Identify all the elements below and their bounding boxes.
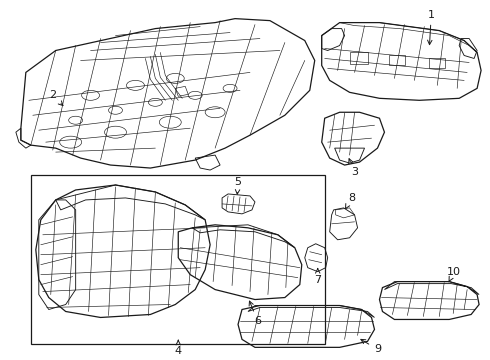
Text: 1: 1: [428, 10, 435, 45]
Text: 10: 10: [447, 267, 461, 282]
Text: 6: 6: [249, 301, 262, 327]
Text: 3: 3: [349, 159, 358, 177]
Text: 5: 5: [235, 177, 242, 194]
Text: 8: 8: [345, 193, 355, 208]
Text: 2: 2: [49, 90, 63, 105]
Text: 7: 7: [314, 269, 321, 285]
Text: 4: 4: [175, 340, 182, 356]
Text: 9: 9: [361, 339, 381, 354]
